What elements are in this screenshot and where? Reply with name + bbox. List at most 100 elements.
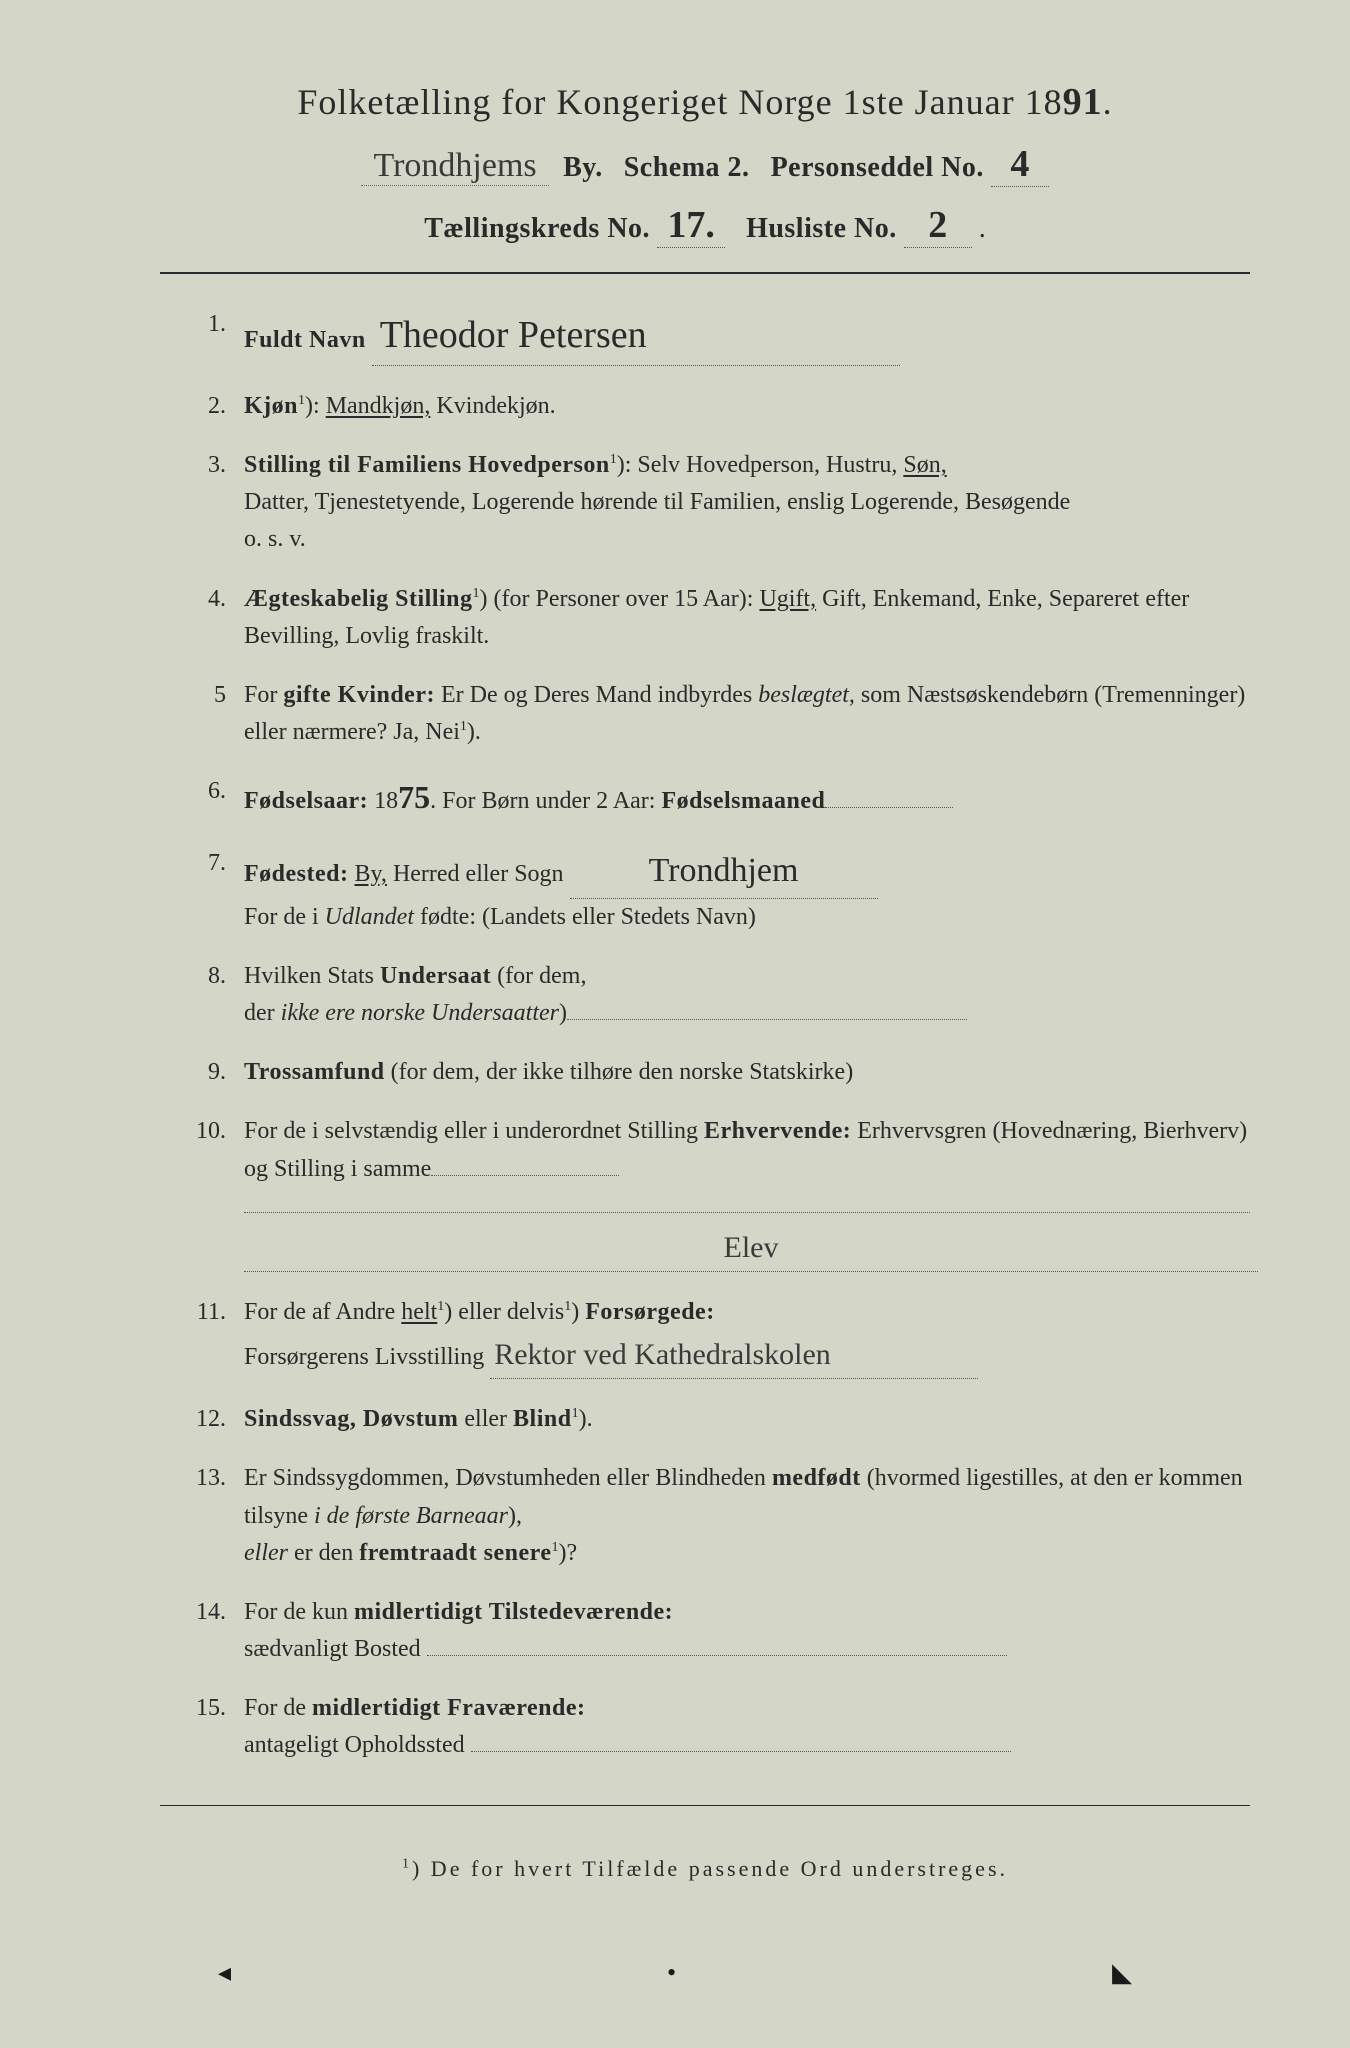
form-entries: 1. Fuldt Navn Theodor Petersen 2. Kjøn1)… — [160, 306, 1250, 1765]
entry-10: 10. For de i selvstændig eller i underor… — [170, 1113, 1250, 1272]
medfodt: medfødt — [772, 1465, 861, 1491]
sindssvag: Sindssvag, Døvstum — [244, 1406, 458, 1432]
text: o. s. v. — [244, 526, 306, 552]
entry-content: Fødselsaar: 1875. For Børn under 2 Aar: … — [244, 773, 1250, 823]
by-label: By. — [563, 152, 603, 183]
title-text: Folketælling for Kongeriget Norge 1ste J… — [297, 82, 1062, 122]
footer-divider — [160, 1805, 1250, 1806]
fravaerende: midlertidigt Fraværende: — [312, 1695, 586, 1721]
text: Hvilken Stats — [244, 963, 380, 989]
entry-content: Sindssvag, Døvstum eller Blind1). — [244, 1401, 1250, 1438]
text: (for dem, der ikke tilhøre den norske St… — [385, 1059, 854, 1085]
erhvervende: Erhvervende: — [704, 1118, 851, 1144]
fodselsaar-label: Fødselsaar: — [244, 788, 368, 814]
entry-num: 1. — [170, 306, 244, 343]
entry-8: 8. Hvilken Stats Undersaat (for dem, der… — [170, 958, 1250, 1032]
entry-num: 5 — [170, 677, 244, 714]
blind: Blind — [513, 1406, 572, 1432]
blank-field — [431, 1175, 619, 1176]
fodselsmaaned: Fødselsmaaned — [661, 788, 825, 814]
text: sædvanligt Bosted — [244, 1636, 421, 1662]
blank-field — [471, 1751, 1011, 1752]
year-handwritten: 91 — [1063, 81, 1103, 123]
footnote-ref: 1 — [572, 1406, 579, 1421]
entry-content: Stilling til Familiens Hovedperson1): Se… — [244, 447, 1250, 559]
text: For de i — [244, 904, 325, 930]
entry-12: 12. Sindssvag, Døvstum eller Blind1). — [170, 1401, 1250, 1438]
text: For de i selvstændig eller i underordnet… — [244, 1118, 704, 1144]
entry-content: Er Sindssygdommen, Døvstumheden eller Bl… — [244, 1460, 1250, 1572]
kvindekjon: Kvindekjøn. — [436, 393, 555, 419]
fuldt-navn-label: Fuldt Navn — [244, 327, 366, 353]
header-divider — [160, 272, 1250, 274]
text: Forsørgerens Livsstilling — [244, 1344, 490, 1370]
entry-6: 6. Fødselsaar: 1875. For Børn under 2 Aa… — [170, 773, 1250, 823]
blank-line — [244, 1194, 1250, 1213]
personseddel-label: Personseddel No. — [771, 152, 984, 183]
entry-9: 9. Trossamfund (for dem, der ikke tilhør… — [170, 1054, 1250, 1091]
mandkjon: Mandkjøn, — [326, 393, 431, 419]
punch-mid: • — [667, 1958, 676, 1988]
text: Er De og Deres Mand indbyrdes — [435, 682, 758, 708]
entry-7: 7. Fødested: By, Herred eller Sogn Trond… — [170, 845, 1250, 936]
entry-num: 12. — [170, 1401, 244, 1438]
entry-num: 2. — [170, 388, 244, 425]
text: Datter, Tjenestetyende, Logerende hørend… — [244, 489, 1070, 515]
ugift-underlined: Ugift, — [759, 586, 816, 612]
fremtraadt: fremtraadt senere — [359, 1540, 551, 1566]
kreds-no: 17. — [657, 203, 725, 248]
entry-15: 15. For de midlertidigt Fraværende: anta… — [170, 1690, 1250, 1764]
entry-5: 5 For gifte Kvinder: Er De og Deres Mand… — [170, 677, 1250, 751]
entry-num: 7. — [170, 845, 244, 882]
personseddel-no: 4 — [991, 142, 1049, 187]
city-handwritten: Trondhjems — [361, 147, 549, 186]
entry-content: For de kun midlertidigt Tilstedeværende:… — [244, 1594, 1250, 1668]
tilstedevaerende: midlertidigt Tilstedeværende: — [354, 1599, 673, 1625]
text: ) (for Personer over 15 Aar): — [480, 586, 760, 612]
text: antageligt Opholdssted — [244, 1732, 465, 1758]
ikke-norske: ikke ere norske Undersaatter — [281, 1000, 559, 1026]
text: (for dem, — [491, 963, 586, 989]
entry-num: 15. — [170, 1690, 244, 1727]
text: ): Selv Hovedperson, Hustru, — [617, 452, 904, 478]
entry-13: 13. Er Sindssygdommen, Døvstumheden elle… — [170, 1460, 1250, 1572]
text: ) — [559, 1000, 567, 1026]
footnote-ref: 1 — [298, 393, 305, 408]
stilling-label: Stilling til Familiens Hovedperson — [244, 452, 610, 478]
husliste-label: Husliste No. — [746, 213, 897, 244]
place-hw: Trondhjem — [649, 852, 799, 889]
footnote-text: ) De for hvert Tilfælde passende Ord und… — [412, 1856, 1008, 1881]
entry-content: Kjøn1): Mandkjøn, Kvindekjøn. — [244, 388, 1250, 425]
name-value: Theodor Petersen — [372, 306, 900, 366]
punch-left: ◂ — [218, 1958, 231, 1988]
undersaat: Undersaat — [380, 963, 491, 989]
entry-11: 11. For de af Andre helt1) eller delvis1… — [170, 1294, 1250, 1379]
footnote-ref: 1 — [610, 452, 617, 467]
text: For de af Andre — [244, 1299, 401, 1325]
entry-content: Hvilken Stats Undersaat (for dem, der ik… — [244, 958, 1250, 1032]
footnote-ref: 1 — [460, 719, 467, 734]
text: Herred eller Sogn — [387, 861, 564, 887]
text: ) — [571, 1299, 585, 1325]
entry-content: Trossamfund (for dem, der ikke tilhøre d… — [244, 1054, 1250, 1091]
barneaar: i de første Barneaar — [314, 1503, 508, 1529]
punch-right: ◣ — [1112, 1958, 1132, 1988]
footnote-ref: 1 — [473, 586, 480, 601]
text: der — [244, 1000, 281, 1026]
eller: eller — [244, 1540, 288, 1566]
kreds-line: Tællingskreds No. 17. Husliste No. 2 . — [160, 203, 1250, 248]
entry-num: 3. — [170, 447, 244, 484]
text: ). — [579, 1406, 593, 1432]
husliste-no: 2 — [904, 203, 972, 248]
text: fødte: (Landets eller Stedets Navn) — [414, 904, 756, 930]
text: ). — [467, 719, 481, 745]
entry-content: For de midlertidigt Fraværende: antageli… — [244, 1690, 1250, 1764]
footnote: 1) De for hvert Tilfælde passende Ord un… — [160, 1856, 1250, 1882]
entry-3: 3. Stilling til Familiens Hovedperson1):… — [170, 447, 1250, 559]
fodested-label: Fødested: — [244, 861, 348, 887]
census-form-page: Folketælling for Kongeriget Norge 1ste J… — [0, 0, 1350, 2048]
entry-num: 13. — [170, 1460, 244, 1497]
text: For de kun — [244, 1599, 354, 1625]
entry-num: 6. — [170, 773, 244, 810]
text: For — [244, 682, 283, 708]
